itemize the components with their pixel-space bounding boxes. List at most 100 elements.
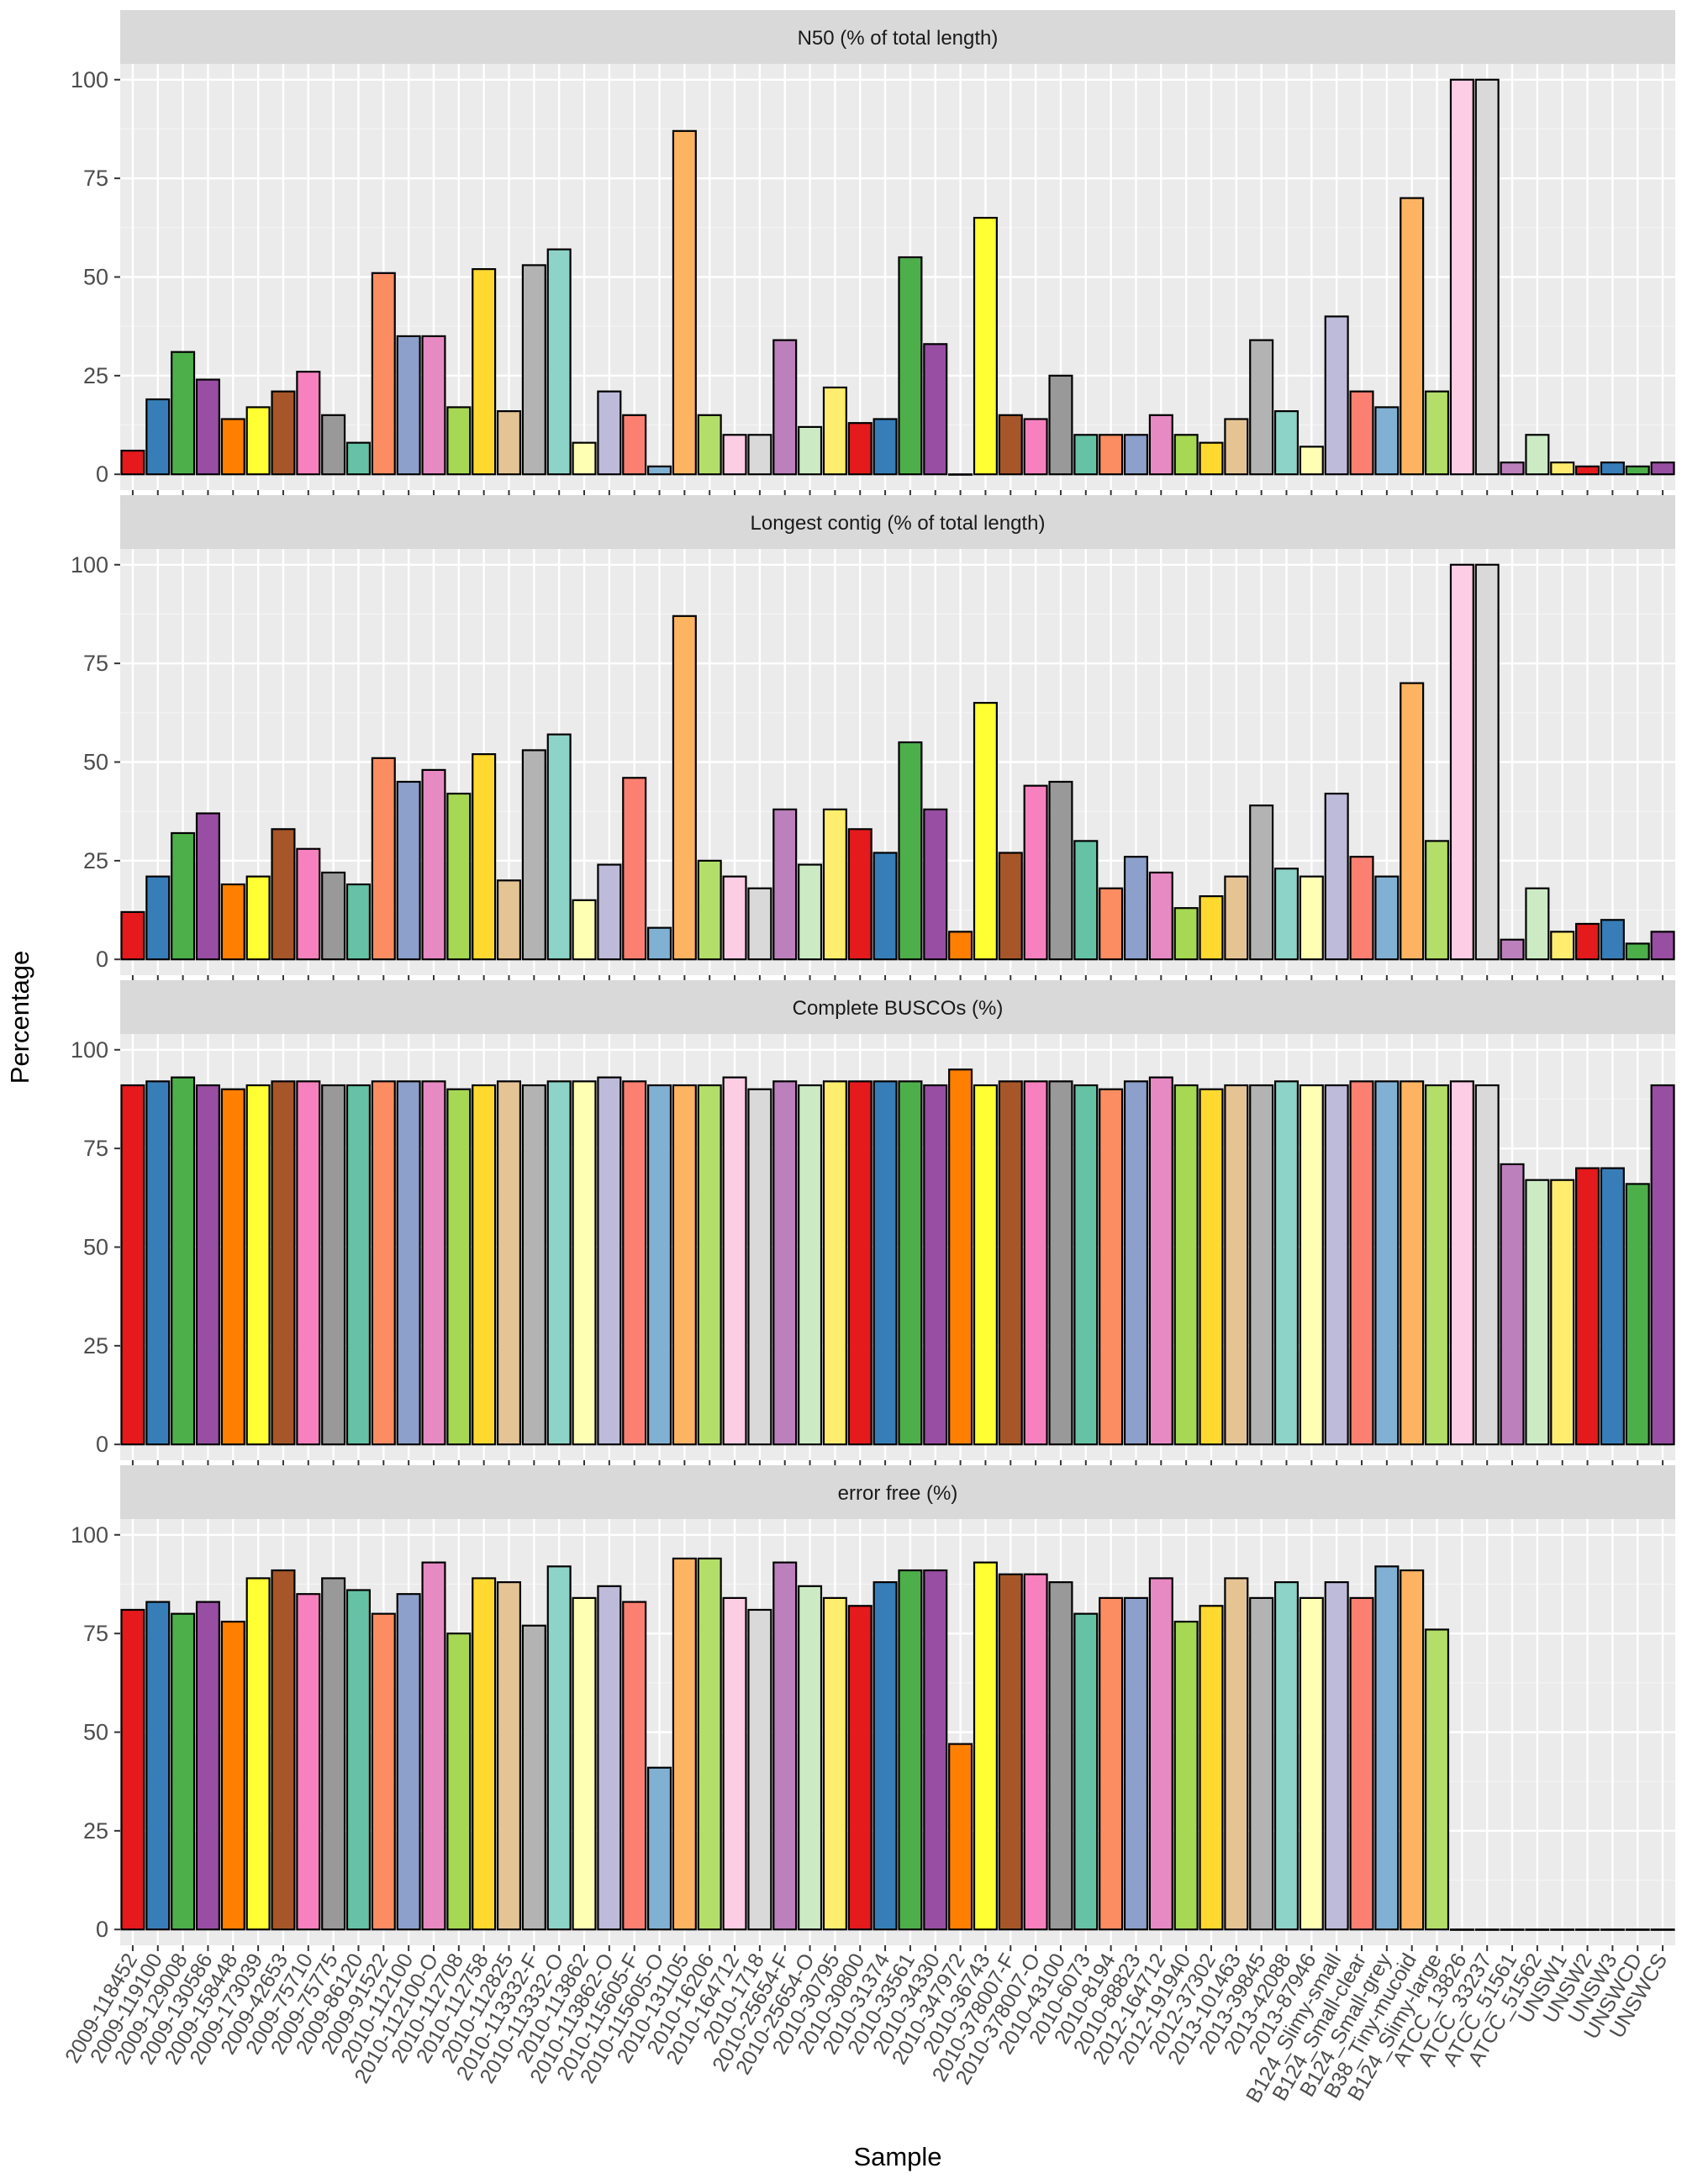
y-tick-label: 25: [83, 1333, 108, 1358]
bar: [521, 1624, 546, 1931]
y-tick-label: 100: [71, 552, 108, 578]
bar: [572, 899, 597, 961]
bar: [1449, 1080, 1474, 1446]
y-tick-label: 75: [83, 166, 108, 191]
bar: [697, 1084, 722, 1446]
bar: [647, 1766, 672, 1931]
y-tick-label: 25: [83, 848, 108, 873]
bar: [1425, 1628, 1450, 1931]
bar: [1575, 922, 1600, 961]
bar: [220, 883, 245, 961]
bar: [647, 926, 672, 961]
bar: [546, 733, 572, 961]
bar: [597, 390, 622, 476]
bar: [1249, 339, 1274, 476]
bar: [171, 1612, 196, 1931]
bar: [1148, 414, 1173, 476]
bar: [245, 875, 271, 961]
bar: [1023, 418, 1048, 476]
bar: [1449, 563, 1474, 961]
bar: [948, 931, 973, 961]
bar: [898, 1569, 923, 1931]
bar: [847, 828, 872, 961]
bar: [697, 859, 722, 961]
y-tick-label: 75: [83, 1621, 108, 1646]
bar: [1525, 1179, 1550, 1446]
bar: [271, 1080, 296, 1446]
bar: [1500, 1928, 1525, 1931]
bar: [923, 343, 948, 476]
bar: [120, 449, 145, 476]
bar: [1224, 1577, 1249, 1931]
bar: [546, 248, 572, 476]
bar: [1148, 871, 1173, 961]
facet-title: Complete BUSCOs (%): [793, 997, 1004, 1020]
bar: [321, 1084, 346, 1446]
bar: [822, 1596, 847, 1931]
bar: [1173, 1620, 1199, 1931]
bar: [872, 1080, 898, 1446]
bar: [1199, 1088, 1224, 1446]
bar: [998, 852, 1023, 961]
bar: [171, 351, 196, 476]
bar: [1048, 1581, 1073, 1931]
bar: [371, 757, 396, 961]
bar: [948, 1743, 973, 1931]
bar: [1550, 1179, 1575, 1446]
bar: [1500, 1163, 1525, 1446]
bar: [1224, 1084, 1249, 1446]
bar: [120, 1608, 145, 1931]
bar: [622, 414, 647, 476]
bar: [847, 1080, 872, 1446]
bar: [1199, 1605, 1224, 1931]
facet-panels: N50 (% of total length)0255075100Longest…: [71, 10, 1675, 1951]
bar: [546, 1080, 572, 1446]
bar: [546, 1565, 572, 1931]
bar: [572, 1596, 597, 1931]
bar: [1048, 1080, 1073, 1446]
bar: [798, 1084, 823, 1446]
bar: [421, 1561, 446, 1931]
y-tick-label: 50: [83, 1720, 108, 1745]
bar: [296, 847, 321, 961]
bar: [421, 1080, 446, 1446]
bar: [1249, 804, 1274, 961]
bar: [622, 777, 647, 961]
bar: [446, 792, 472, 961]
bar: [1400, 1569, 1425, 1931]
bar: [898, 1080, 923, 1446]
bar: [1500, 938, 1525, 961]
bar: [1023, 1080, 1048, 1446]
bar: [1525, 1928, 1550, 1931]
bar: [898, 741, 923, 961]
bar: [1550, 462, 1575, 476]
facet-panel: Complete BUSCOs (%) 0 25 50 75 100: [71, 980, 1675, 1466]
bar: [1474, 563, 1500, 961]
bar: [421, 335, 446, 476]
facet-title: N50 (% of total length): [798, 27, 999, 50]
y-tick-label: 100: [71, 67, 108, 92]
bar: [145, 1601, 171, 1931]
bar: [923, 1084, 948, 1446]
bar: [195, 378, 220, 476]
bar: [371, 1080, 396, 1446]
bar: [798, 425, 823, 476]
bar: [923, 1569, 948, 1931]
bar: [1600, 462, 1625, 476]
facet-panel: error free (%) 0 25 50 75 100: [71, 1465, 1675, 1951]
bar: [220, 1620, 245, 1931]
bar: [1299, 1084, 1324, 1446]
bar: [798, 863, 823, 961]
bar: [672, 615, 697, 961]
bar: [1299, 875, 1324, 961]
bar: [1299, 1596, 1324, 1931]
bar: [321, 1577, 346, 1931]
bar: [747, 887, 772, 961]
bar: [973, 1561, 998, 1931]
y-tick-label: 50: [83, 750, 108, 775]
bar: [1273, 868, 1300, 961]
bar: [1349, 1596, 1374, 1931]
bar: [496, 1080, 522, 1446]
bar: [872, 418, 898, 476]
